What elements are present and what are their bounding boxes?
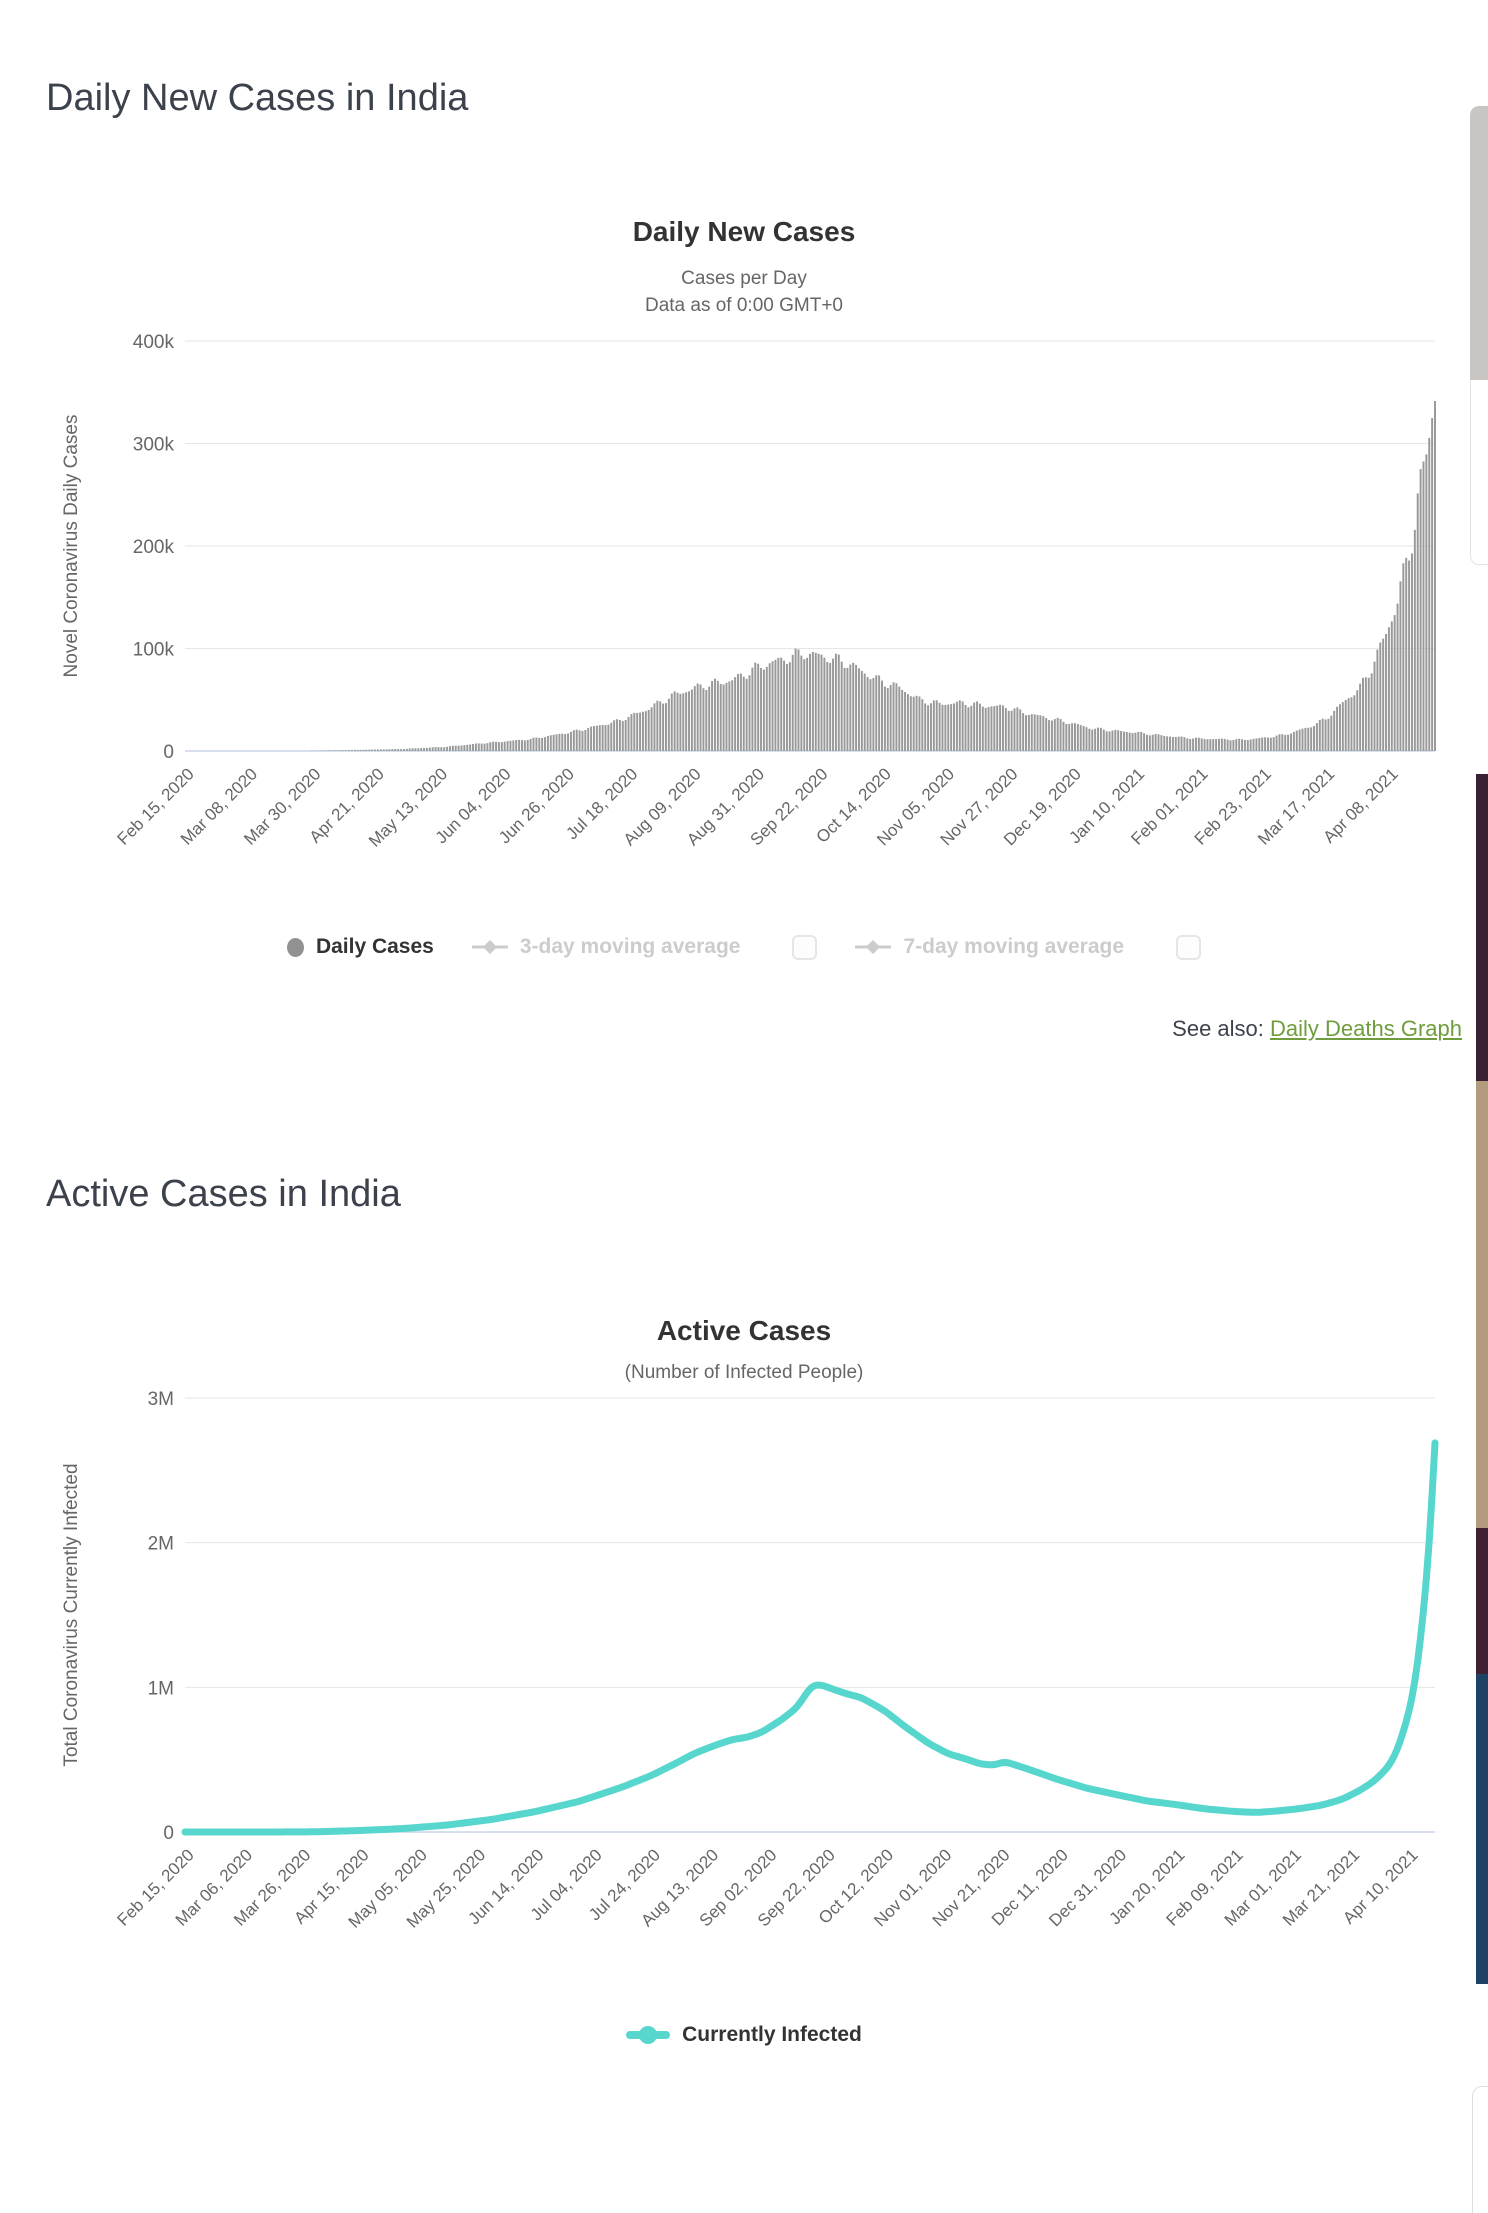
svg-text:400k: 400k — [133, 332, 175, 353]
legend-label: 3-day moving average — [520, 935, 741, 959]
svg-text:200k: 200k — [133, 537, 175, 558]
legend-item-currently-infected[interactable]: Currently Infected — [626, 2023, 862, 2047]
chart2-subtitle: (Number of Infected People) — [0, 1359, 1488, 1386]
chart2-subtitle-line1: (Number of Infected People) — [0, 1359, 1488, 1386]
edge-image-strip — [1476, 1528, 1488, 1674]
page-title-active-cases: Active Cases in India — [46, 1172, 1488, 1216]
chart1-title: Daily New Cases — [0, 216, 1488, 247]
see-also-row: See also: Daily Deaths Graph — [0, 1014, 1488, 1044]
daily-cases-marker-icon — [287, 938, 304, 957]
svg-text:3M: 3M — [148, 1389, 174, 1410]
svg-text:300k: 300k — [133, 435, 175, 456]
chart1-subtitle-line1: Cases per Day — [0, 265, 1488, 292]
edge-image-strip — [1476, 1081, 1488, 1528]
floating-widget-partial — [1472, 2086, 1488, 2213]
edge-image-strip — [1476, 1674, 1488, 1984]
svg-text:0: 0 — [163, 1823, 174, 1844]
vertical-scrollbar-track[interactable] — [1470, 380, 1488, 565]
svg-text:Novel Coronavirus Daily Cases: Novel Coronavirus Daily Cases — [61, 415, 82, 678]
chart1-subtitle-line2: Data as of 0:00 GMT+0 — [0, 292, 1488, 319]
legend-label: Currently Infected — [682, 2023, 862, 2047]
chart2-legend: Currently Infected — [0, 2020, 1488, 2050]
see-also-label: See also: — [1172, 1016, 1264, 1041]
checkbox-7day-avg[interactable] — [1176, 935, 1201, 960]
line-dot-marker-icon — [626, 2024, 670, 2046]
svg-text:100k: 100k — [133, 640, 175, 661]
edge-image-strip — [1476, 774, 1488, 1081]
diamond-line-marker-icon — [472, 940, 508, 954]
checkbox-3day-avg[interactable] — [792, 935, 817, 960]
legend-label: Daily Cases — [316, 935, 434, 959]
chart2-title: Active Cases — [0, 1315, 1488, 1346]
vertical-scrollbar-thumb[interactable] — [1470, 106, 1488, 388]
svg-text:Total Coronavirus Currently In: Total Coronavirus Currently Infected — [61, 1463, 82, 1766]
legend-label: 7-day moving average — [903, 935, 1124, 959]
svg-text:0: 0 — [163, 742, 174, 763]
daily-deaths-graph-link[interactable]: Daily Deaths Graph — [1270, 1016, 1462, 1041]
chart1-legend: Daily Cases 3-day moving average 7-day m… — [0, 932, 1488, 962]
diamond-line-marker-icon — [855, 940, 891, 954]
legend-item-3day-avg[interactable]: 3-day moving average — [472, 935, 741, 959]
chart1-subtitle: Cases per Day Data as of 0:00 GMT+0 — [0, 265, 1488, 319]
legend-item-daily-cases[interactable]: Daily Cases — [287, 935, 434, 959]
legend-item-7day-avg[interactable]: 7-day moving average — [855, 935, 1124, 959]
svg-text:1M: 1M — [148, 1678, 174, 1699]
page-title-daily-new-cases: Daily New Cases in India — [46, 76, 1488, 120]
svg-text:2M: 2M — [148, 1534, 174, 1555]
